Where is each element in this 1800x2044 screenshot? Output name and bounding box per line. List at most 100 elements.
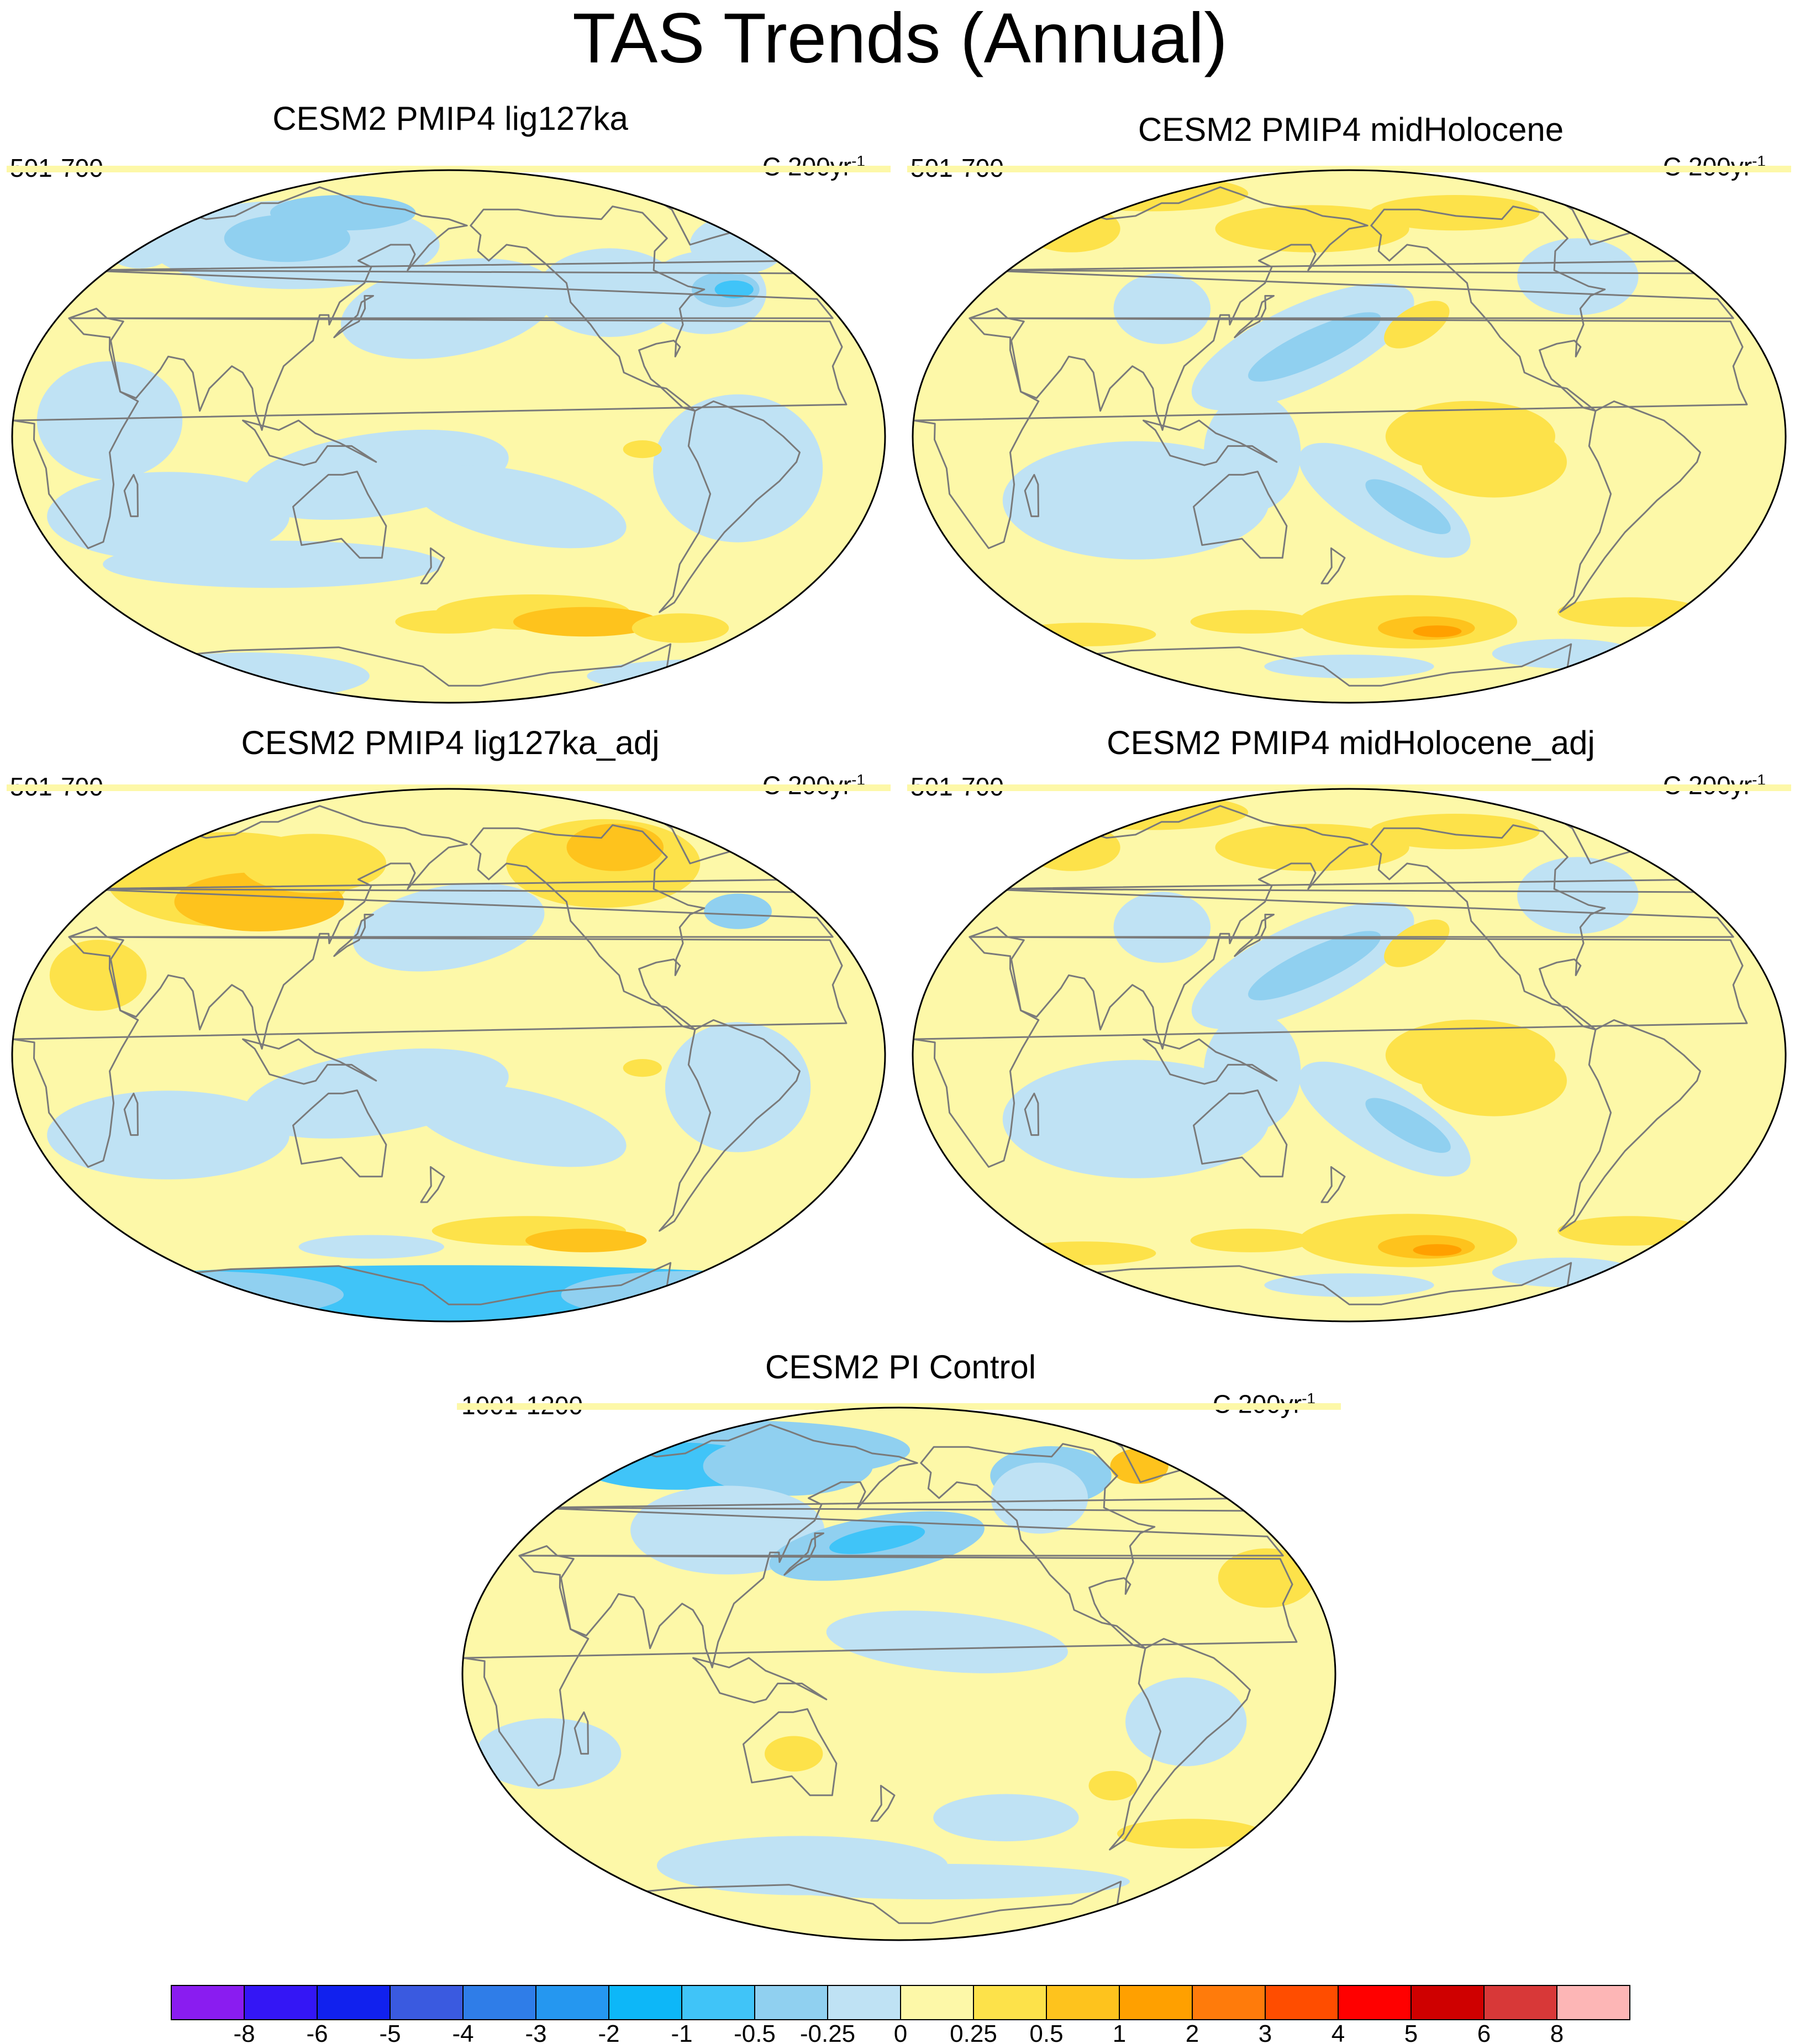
anomaly-region	[690, 215, 787, 275]
anomaly-region	[270, 195, 416, 231]
anomaly-region	[1215, 824, 1409, 871]
anomaly-region	[47, 1091, 290, 1179]
anomaly-region	[240, 834, 386, 893]
coastline-australia	[1193, 471, 1288, 559]
anomaly-region	[1557, 1216, 1703, 1246]
coastline-north-america	[470, 824, 706, 1031]
map-panel-midholocene: CESM2 PMIP4 midHolocene 501-700 C 200yr-…	[901, 99, 1800, 704]
anomaly-region	[704, 893, 772, 929]
colorbar-swatch	[1265, 1985, 1339, 2020]
anomaly-region	[623, 1059, 662, 1077]
colorbar-tick-label: -0.25	[800, 2020, 855, 2044]
anomaly-region	[36, 361, 183, 480]
coastline-indonesia	[242, 1038, 377, 1085]
anomaly-region	[1023, 205, 1120, 252]
colorbar-tick-label: -5	[379, 2020, 401, 2044]
coastline-new-zealand	[1320, 1166, 1346, 1203]
anomaly-region	[1010, 1241, 1156, 1265]
anomaly-region	[1113, 273, 1211, 344]
colorbar-swatch	[317, 1985, 391, 2020]
anomaly-region	[829, 1525, 925, 1555]
anomaly-region	[1248, 312, 1381, 382]
coastline-australia	[743, 1708, 838, 1797]
coastline-madagascar	[123, 473, 139, 518]
coastline-south-america	[659, 1019, 801, 1232]
colorbar-swatch	[1556, 1985, 1630, 2020]
colorbar-swatch	[1046, 1985, 1120, 2020]
colorbar-tick-label: 8	[1550, 2020, 1564, 2044]
anomaly-region	[1088, 1771, 1138, 1801]
anomaly-region	[49, 940, 147, 1011]
map	[7, 784, 891, 1323]
anomaly-region	[1370, 814, 1540, 850]
anomaly-region	[412, 465, 627, 549]
anomaly-region	[1370, 195, 1540, 231]
anomaly-region	[1492, 639, 1638, 669]
map	[907, 166, 1791, 704]
anomaly-region	[714, 280, 754, 298]
coastline-antarctica	[130, 1262, 765, 1321]
colorbar-tick-label: -3	[525, 2020, 546, 2044]
anomaly-region	[1190, 610, 1312, 634]
colorbar-swatch	[973, 1985, 1047, 2020]
anomaly-region	[1413, 625, 1462, 638]
anomaly-region	[1002, 441, 1270, 560]
colorbar-tick-label: -0.5	[734, 2020, 776, 2044]
map	[7, 166, 891, 704]
colorbar-tick-label: -2	[598, 2020, 619, 2044]
coastline-africa	[462, 1555, 1298, 1787]
coastline-new-zealand	[420, 1166, 445, 1203]
coastline-north-america	[1370, 824, 1606, 1031]
map-border	[11, 169, 886, 704]
colorbar-swatch	[462, 1985, 536, 2020]
anomaly-region	[1264, 655, 1434, 678]
map-border	[461, 1406, 1336, 1941]
coastline-indonesia	[242, 419, 377, 466]
anomaly-region	[1215, 205, 1409, 252]
colorbar-swatch	[1192, 1985, 1266, 2020]
anomaly-region	[1190, 1229, 1312, 1252]
anomaly-region	[103, 221, 176, 268]
anomaly-region	[298, 1235, 444, 1259]
coastline-new-zealand	[1320, 547, 1346, 584]
anomaly-region	[1203, 393, 1301, 512]
anomaly-region	[653, 394, 823, 542]
coastline-antarctica	[1031, 1262, 1666, 1321]
colorbar-tick-label: 0	[894, 2020, 907, 2044]
colorbar-swatch	[244, 1985, 318, 2020]
map-panel-lig127ka-adj: CESM2 PMIP4 lig127ka_adj 501-700 C 200yr…	[0, 718, 901, 1323]
coastline-madagascar	[1024, 473, 1039, 518]
anomaly-region	[1023, 824, 1120, 871]
anomaly-region	[703, 1436, 873, 1496]
coastline-indonesia	[692, 1657, 828, 1704]
anomaly-region	[1421, 426, 1567, 498]
anomaly-region	[1054, 176, 1249, 212]
anomaly-region	[513, 607, 659, 637]
colorbar-swatch	[608, 1985, 682, 2020]
colorbar-tick-label: 2	[1186, 2020, 1199, 2044]
map-border	[912, 169, 1787, 704]
coastline-indonesia	[1143, 419, 1278, 466]
anomaly-region	[561, 1271, 804, 1319]
coastline-africa	[12, 936, 848, 1168]
colorbar-tick-label: 0.25	[950, 2020, 997, 2044]
coastline-north-america	[470, 206, 706, 412]
anomaly-region	[1125, 1677, 1247, 1767]
coastline-antarctica	[130, 643, 765, 703]
coastline-eurasia	[969, 186, 1734, 431]
coastline-japan	[1234, 914, 1275, 957]
anomaly-region	[587, 658, 878, 694]
panel-title: CESM2 PMIP4 lig127ka_adj	[241, 724, 660, 761]
anomaly-region	[1203, 1012, 1301, 1130]
coastline-south-america	[659, 400, 801, 613]
colorbar-swatch	[754, 1985, 828, 2020]
anomaly-region	[1384, 301, 1450, 349]
colorbar-tick-label: -6	[306, 2020, 328, 2044]
coastline-eurasia	[68, 805, 834, 1050]
coastline-japan	[783, 1532, 824, 1576]
coastline-south-america	[1559, 1019, 1701, 1232]
coastline-africa	[912, 317, 1748, 549]
anomaly-region	[765, 1736, 823, 1772]
coastline-japan	[333, 295, 374, 339]
anomaly-region	[1365, 479, 1451, 534]
